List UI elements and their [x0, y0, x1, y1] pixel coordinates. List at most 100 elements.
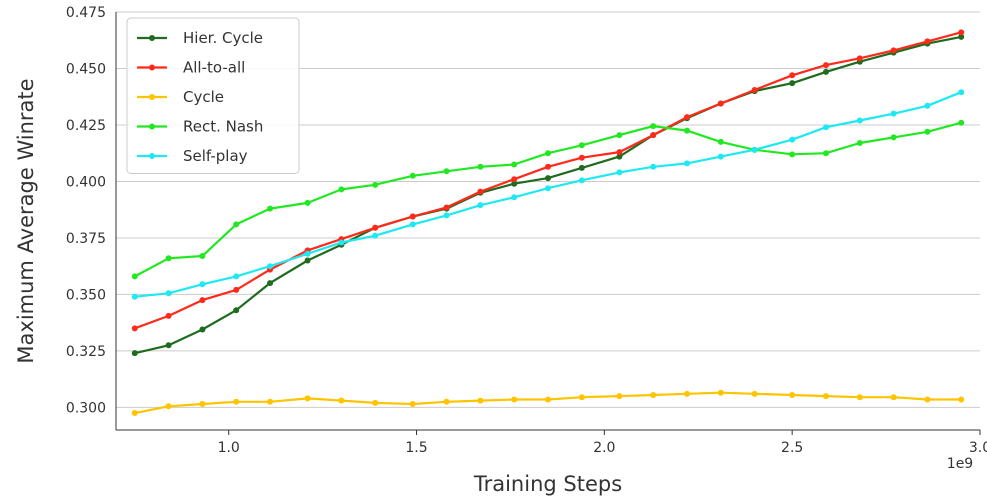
data-point-rect-nash — [165, 255, 172, 262]
x-axis-label: Training Steps — [473, 472, 622, 496]
legend: Hier. Cycle All-to-all Cycle Rect. Nash Self… — [126, 17, 300, 174]
data-point-rect-nash — [267, 205, 274, 212]
data-point-cycle — [924, 396, 931, 403]
data-point-all-to-all — [233, 286, 240, 293]
data-point-hier-cycle — [165, 342, 172, 349]
data-point-cycle — [165, 403, 172, 410]
data-point-all-to-all — [199, 297, 206, 304]
data-point-self-play — [545, 185, 551, 192]
data-point-self-play — [409, 221, 416, 228]
data-point-all-to-all — [751, 86, 758, 93]
data-point-rect-nash — [477, 163, 484, 170]
data-point-rect-nash — [717, 138, 724, 145]
data-point-all-to-all — [477, 188, 484, 195]
data-point-hier-cycle — [958, 33, 965, 40]
y-tick-label: 0.475 — [66, 5, 106, 21]
data-point-self-play — [822, 124, 829, 131]
data-point-hier-cycle — [267, 280, 274, 287]
legend-marker — [149, 153, 155, 159]
data-point-all-to-all — [511, 176, 518, 183]
data-point-hier-cycle — [511, 180, 518, 187]
data-point-self-play — [304, 250, 311, 257]
x-offset-label: 1e9 — [947, 456, 973, 472]
data-point-cycle — [304, 395, 311, 402]
data-point-cycle — [545, 396, 551, 403]
data-point-self-play — [165, 290, 172, 297]
data-point-rect-nash — [131, 273, 138, 280]
data-point-all-to-all — [924, 38, 931, 45]
data-point-cycle — [822, 393, 829, 400]
y-tick-label: 0.425 — [66, 118, 106, 134]
legend-entry: Cycle — [137, 88, 224, 106]
data-point-rect-nash — [924, 128, 931, 135]
series-self-play — [131, 89, 965, 300]
data-point-rect-nash — [789, 151, 796, 158]
x-tick-label: 1.0 — [218, 440, 240, 456]
data-point-self-play — [338, 239, 345, 246]
data-point-cycle — [890, 394, 897, 401]
data-point-all-to-all — [717, 100, 724, 107]
series-rect-nash — [131, 119, 965, 280]
data-point-self-play — [958, 89, 965, 96]
legend-label: Cycle — [183, 88, 224, 106]
legend-entry: All-to-all — [137, 59, 245, 77]
data-point-rect-nash — [890, 134, 897, 141]
data-point-cycle — [233, 398, 240, 405]
data-point-all-to-all — [578, 154, 585, 161]
data-point-hier-cycle — [545, 175, 551, 182]
data-point-cycle — [199, 401, 206, 408]
data-point-all-to-all — [856, 55, 863, 62]
data-point-rect-nash — [545, 150, 551, 157]
data-point-self-play — [751, 146, 758, 153]
data-point-hier-cycle — [789, 80, 796, 87]
data-point-all-to-all — [409, 213, 416, 220]
series-cycle — [131, 389, 965, 417]
x-tick-label: 3.0 — [969, 440, 987, 456]
data-point-self-play — [578, 177, 585, 184]
data-point-cycle — [856, 394, 863, 401]
data-point-hier-cycle — [199, 326, 206, 333]
data-point-all-to-all — [890, 47, 897, 54]
data-point-cycle — [372, 399, 379, 406]
data-point-all-to-all — [822, 62, 829, 69]
legend-label: Hier. Cycle — [183, 29, 263, 47]
data-point-rect-nash — [650, 123, 657, 130]
data-point-hier-cycle — [233, 307, 240, 314]
axes — [115, 12, 980, 431]
data-point-rect-nash — [683, 127, 690, 134]
data-point-self-play — [890, 110, 897, 117]
legend-box — [126, 17, 300, 174]
legend-marker — [149, 64, 155, 71]
data-point-self-play — [477, 202, 484, 209]
x-tick-label: 2.0 — [593, 440, 615, 456]
data-point-cycle — [131, 410, 138, 417]
legend-entry: Self-play — [137, 147, 248, 165]
data-point-all-to-all — [443, 204, 450, 211]
data-point-hier-cycle — [578, 164, 585, 171]
data-point-cycle — [751, 390, 758, 397]
data-point-self-play — [924, 102, 931, 109]
data-point-self-play — [372, 232, 379, 239]
data-point-all-to-all — [789, 72, 796, 79]
data-point-self-play — [683, 160, 690, 167]
y-tick-label: 0.400 — [66, 174, 106, 190]
legend-label: Self-play — [183, 147, 248, 165]
data-point-all-to-all — [958, 29, 965, 36]
data-point-all-to-all — [372, 224, 379, 231]
data-point-rect-nash — [616, 132, 623, 139]
data-point-rect-nash — [856, 140, 863, 147]
y-tick-label: 0.350 — [66, 287, 106, 303]
tick-labels: 0.300 0.325 0.350 0.375 0.400 0.425 0.450 0.475… — [66, 5, 987, 456]
legend-label: Rect. Nash — [183, 118, 263, 136]
data-point-self-play — [267, 263, 274, 270]
data-point-self-play — [131, 293, 138, 300]
legend-marker — [149, 35, 155, 41]
data-point-self-play — [717, 153, 724, 160]
data-point-cycle — [578, 394, 585, 401]
data-point-hier-cycle — [822, 68, 829, 75]
data-point-cycle — [409, 401, 416, 408]
data-point-rect-nash — [511, 161, 518, 168]
y-tick-label: 0.450 — [66, 61, 106, 77]
series-line-cycle — [134, 391, 962, 415]
